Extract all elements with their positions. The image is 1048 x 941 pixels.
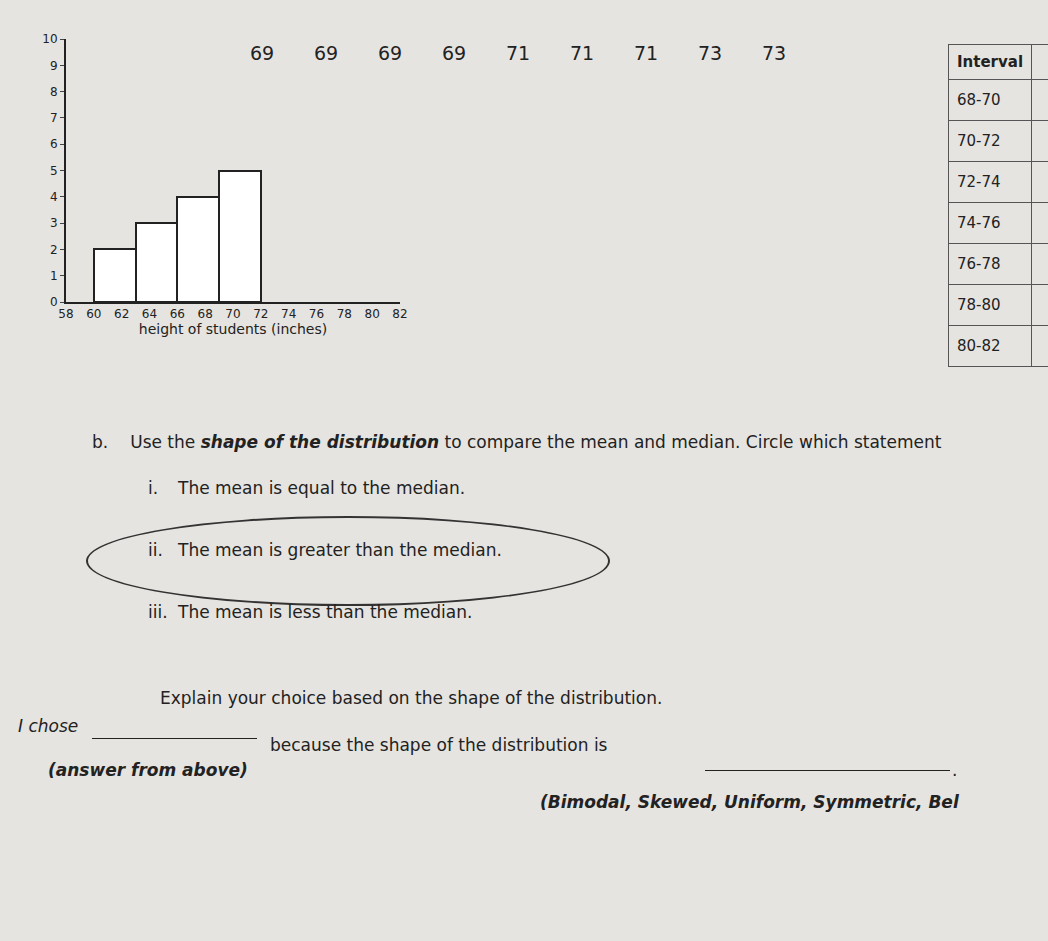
html-text:69: 69 [378,42,403,64]
html-text:73: 73 [698,42,723,64]
html-text:69: 69 [314,42,339,64]
svg-text:70: 70 [225,307,240,321]
html-text:73: 73 [762,42,787,64]
html-text:68-70: 68-70 [957,91,1001,109]
html-text:ii.: ii. [148,540,163,560]
html-text:Interval: Interval [957,53,1023,71]
html-text:The mean is greater than the m: The mean is greater than the median. [178,540,502,560]
svg-text:4: 4 [50,190,58,204]
html-text:because the shape of the distr: because the shape of the distribution is [270,735,608,755]
html-text:72-74: 72-74 [957,173,1001,191]
svg-text:82: 82 [392,307,407,321]
svg-text:62: 62 [114,307,129,321]
html-text:70-72: 70-72 [957,132,1001,150]
svg-text:7: 7 [50,111,58,125]
html-text:The mean is less than the medi: The mean is less than the median. [178,602,473,622]
svg-text:height of students (inches): height of students (inches) [139,321,327,337]
html-text:b.: b. [92,432,109,452]
svg-text:60: 60 [86,307,101,321]
svg-text:66: 66 [170,307,185,321]
svg-text:2: 2 [50,243,58,257]
svg-text:58: 58 [58,307,73,321]
html-text:78-80: 78-80 [957,296,1001,314]
svg-text:0: 0 [50,295,58,309]
html-text:71: 71 [634,42,659,64]
html-text:(answer from above): (answer from above) [48,760,248,780]
svg-text:64: 64 [142,307,157,321]
svg-text:3: 3 [50,216,58,230]
html-text:71: 71 [506,42,531,64]
html-text:(Bimodal, Skewed, Uniform, Sym: (Bimodal, Skewed, Uniform, Symmetric, Be… [540,792,959,812]
svg-text:78: 78 [337,307,352,321]
html-text:iii.: iii. [148,602,168,622]
svg-text:5: 5 [50,164,58,178]
svg-text:8: 8 [50,85,58,99]
svg-text:72: 72 [253,307,268,321]
html-text:69: 69 [442,42,467,64]
html-text:71: 71 [570,42,595,64]
svg-text:1: 1 [50,269,58,283]
html-text:74-76: 74-76 [957,214,1001,232]
html-text:The mean is equal to the media: The mean is equal to the median. [178,478,466,498]
svg-text:9: 9 [50,59,58,73]
svg-text:10: 10 [42,32,57,46]
svg-text:76: 76 [309,307,324,321]
html-text:Explain your choice based on t: Explain your choice based on the shape o… [160,688,663,708]
svg-text:74: 74 [281,307,296,321]
html-text:69: 69 [250,42,275,64]
svg-text:80: 80 [365,307,380,321]
html-text:80-82: 80-82 [957,337,1001,355]
html-text:76-78: 76-78 [957,255,1001,273]
html-text:I chose: I chose [18,716,79,736]
html-text:Use the shape of the distribut: Use the shape of the distribution to com… [130,432,942,452]
html-text:i.: i. [148,478,159,498]
svg-text:6: 6 [50,137,58,151]
svg-text:68: 68 [198,307,213,321]
